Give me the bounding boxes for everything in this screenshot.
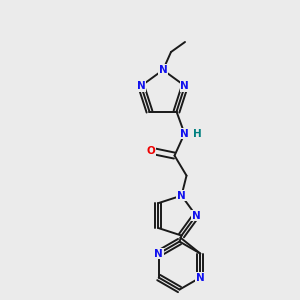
Text: O: O <box>146 146 155 156</box>
Text: N: N <box>196 273 205 283</box>
Text: N: N <box>192 211 200 220</box>
Text: H: H <box>193 129 202 139</box>
Text: N: N <box>181 81 189 91</box>
Text: N: N <box>159 65 167 75</box>
Text: N: N <box>137 81 146 91</box>
Text: N: N <box>180 129 189 139</box>
Text: N: N <box>177 190 186 201</box>
Text: N: N <box>154 249 163 259</box>
